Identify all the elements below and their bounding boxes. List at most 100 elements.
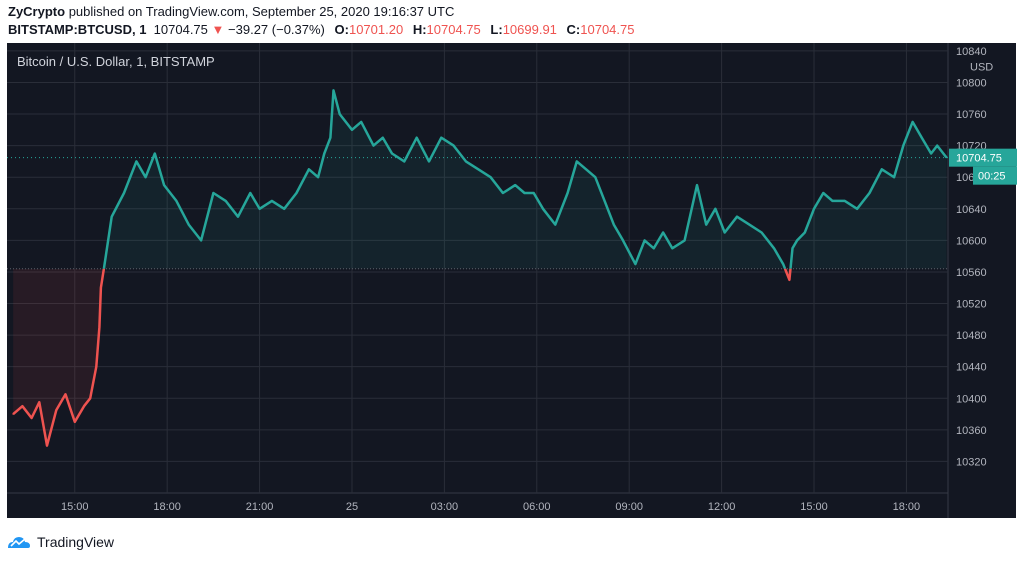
price-point: [930, 152, 932, 155]
low-value: 10699.91: [502, 22, 557, 37]
time-tick-label: 25: [346, 501, 358, 513]
price-point: [714, 207, 717, 210]
last-price-text: 10704.75: [956, 153, 1002, 165]
price-point: [880, 168, 883, 171]
price-point: [440, 136, 443, 139]
time-tick-label: 21:00: [246, 501, 274, 513]
price-point: [360, 121, 363, 123]
price-tick-label: 10360: [956, 425, 987, 437]
time-tick-label: 15:00: [800, 501, 828, 513]
price-point: [212, 192, 215, 194]
price-point: [554, 223, 557, 226]
price-tick-label: 10320: [956, 456, 987, 468]
price-point: [271, 200, 273, 202]
time-tick-label: 15:00: [61, 501, 89, 513]
price-point: [911, 121, 914, 123]
price-point: [21, 405, 24, 407]
price-point: [696, 184, 698, 186]
price-point: [187, 223, 190, 226]
price-point: [103, 267, 105, 269]
price-point: [748, 223, 751, 226]
high-value: 10704.75: [426, 22, 481, 37]
price-point: [73, 421, 76, 423]
price-point: [788, 279, 791, 281]
price-point: [542, 207, 544, 210]
price-point: [585, 168, 587, 171]
price-point: [662, 231, 664, 234]
time-tick-label: 18:00: [153, 501, 181, 513]
price-point: [523, 192, 526, 194]
price-point: [329, 136, 332, 139]
price-point: [803, 231, 806, 234]
price-point: [95, 365, 98, 368]
price-point: [594, 176, 597, 179]
price-point: [671, 247, 674, 250]
price-point: [55, 409, 58, 411]
price-point: [822, 192, 825, 194]
price-point: [258, 207, 261, 210]
price-point: [98, 326, 101, 329]
tradingview-brand: TradingView: [37, 534, 115, 550]
price-point: [64, 393, 67, 396]
price-tick-label: 10560: [956, 267, 987, 279]
price-point: [773, 247, 775, 250]
price-point: [415, 136, 418, 139]
open-value: 10701.20: [348, 22, 404, 37]
price-point: [921, 136, 923, 139]
price-point: [868, 192, 871, 194]
price-point: [403, 160, 406, 163]
open-label: O:: [334, 22, 349, 37]
price-point: [338, 113, 341, 115]
price-point: [489, 176, 492, 179]
price-point: [796, 239, 798, 242]
price-line-above-baseline: [102, 89, 948, 269]
price-point: [813, 207, 815, 210]
price-point: [634, 263, 637, 265]
ohlc-bar: BITSTAMP:BTCUSD, 1 10704.75 ▼ −39.27 (−0…: [8, 22, 641, 37]
price-point: [38, 401, 41, 404]
publisher-name: ZyCrypto: [8, 4, 66, 19]
price-point: [295, 192, 298, 194]
price-point: [622, 239, 624, 242]
price-point: [135, 160, 138, 163]
published-text: published on TradingView.com, September …: [68, 4, 455, 19]
price-point: [317, 176, 319, 179]
price-tick-label: 10400: [956, 393, 987, 405]
chart-title: Bitcoin / U.S. Dollar, 1, BITSTAMP: [17, 54, 215, 69]
price-point: [760, 231, 763, 234]
price-point: [89, 397, 91, 400]
tradingview-logo-icon: [8, 537, 30, 548]
price-point: [893, 176, 895, 179]
price-point: [323, 152, 326, 155]
price-point: [532, 192, 535, 194]
tradingview-footer[interactable]: TradingView: [6, 534, 114, 550]
price-point: [163, 184, 165, 186]
price-tick-label: 10600: [956, 235, 987, 247]
last-price-tag: [949, 148, 1017, 167]
price-point: [144, 176, 147, 179]
price-point: [782, 263, 785, 265]
price-point: [502, 192, 504, 194]
price-point: [83, 405, 85, 407]
time-tick-label: 06:00: [523, 501, 551, 513]
price-point: [612, 223, 615, 226]
price-point: [477, 168, 480, 171]
price-point: [603, 200, 606, 202]
price-point: [175, 200, 178, 202]
price-point: [224, 200, 227, 202]
price-point: [844, 200, 846, 202]
price-point: [249, 192, 252, 194]
area-fill-above: [13, 90, 947, 269]
countdown-text: 00:25: [978, 171, 1006, 183]
price-point: [791, 247, 794, 250]
price-tick-label: 10640: [956, 204, 987, 216]
price-point: [705, 223, 708, 226]
price-point: [936, 144, 939, 147]
price-point: [643, 239, 646, 242]
price-point: [12, 413, 14, 415]
price-point: [30, 417, 33, 419]
publish-info: ZyCrypto published on TradingView.com, S…: [8, 4, 454, 19]
price-point: [683, 239, 686, 242]
high-label: H:: [412, 22, 427, 37]
